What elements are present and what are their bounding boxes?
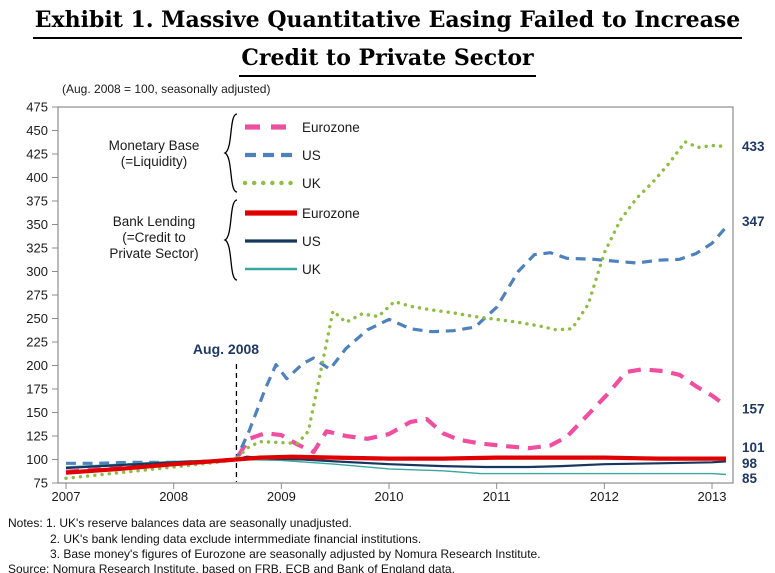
end-value-bl-eurozone: 101 <box>742 440 765 455</box>
series-line-mb-uk <box>64 140 728 480</box>
y-tick-label: 275 <box>26 288 48 303</box>
end-value-bl-us: 98 <box>742 456 758 471</box>
x-tick-label: 2008 <box>159 489 188 504</box>
legend-item-mb-us: US <box>243 141 360 169</box>
legend-group-label-line: Monetary Base <box>108 138 200 153</box>
page-title-line1: Exhibit 1. Massive Quantitative Easing F… <box>0 5 775 39</box>
x-tick-label: 2012 <box>590 489 619 504</box>
legend-group-label-bank-lending: Bank Lending (=Credit to Private Sector) <box>85 214 223 262</box>
y-tick-label: 225 <box>26 335 48 350</box>
legend-entries-bank-lending: Eurozone US UK <box>243 199 360 283</box>
y-tick-label: 175 <box>26 382 48 397</box>
y-tick-label: 425 <box>26 147 48 162</box>
x-tick-label: 2009 <box>267 489 296 504</box>
y-tick-label: 400 <box>26 170 48 185</box>
note-line: 2. UK's bank lending data exclude interm… <box>50 531 422 546</box>
mb-eurozone-swatch <box>245 124 297 130</box>
y-tick-label: 125 <box>26 429 48 444</box>
aug-2008-annotation: Aug. 2008 <box>192 341 260 357</box>
legend-item-mb-uk: UK <box>243 169 360 197</box>
legend-group-label-line: (=Liquidity) <box>120 154 188 169</box>
mb-uk-swatch <box>243 180 299 186</box>
y-tick-label: 300 <box>26 264 48 279</box>
note-line: Notes: 1. UK's reserve balances data are… <box>8 516 352 530</box>
x-tick-label: 2007 <box>52 489 81 504</box>
x-tick-label: 2010 <box>375 489 404 504</box>
bl-eurozone-swatch <box>245 210 297 216</box>
note-line: 3. Base money's figures of Eurozone are … <box>50 547 541 561</box>
y-tick-label: 150 <box>26 405 48 420</box>
brace-shape <box>223 199 238 281</box>
title-text-1: Exhibit 1. Massive Quantitative Easing F… <box>32 5 743 39</box>
y-tick-label: 350 <box>26 217 48 232</box>
legend-group-label-line: Bank Lending <box>112 214 196 229</box>
chart-notes: Notes: 1. UK's reserve balances data are… <box>8 516 541 563</box>
legend-item-bl-uk: UK <box>243 255 360 283</box>
legend-label: US <box>302 233 321 249</box>
y-tick-label: 325 <box>26 241 48 256</box>
bl-uk-swatch <box>245 267 297 271</box>
chart-subtitle: (Aug. 2008 = 100, seasonally adjusted) <box>62 82 271 96</box>
end-value-mb-uk: 433 <box>742 139 765 154</box>
legend-item-bl-eurozone: Eurozone <box>243 199 360 227</box>
mb-us-swatch <box>245 152 297 158</box>
brace-shape <box>223 113 238 193</box>
legend-item-bl-us: US <box>243 227 360 255</box>
end-value-bl-uk: 85 <box>742 471 758 486</box>
y-tick-label: 250 <box>26 311 48 326</box>
y-tick-label: 450 <box>26 123 48 138</box>
series-line-bl-eurozone <box>65 454 726 475</box>
legend-entries-monetary-base: Eurozone US UK <box>243 113 360 197</box>
legend-group-label-line: Private Sector) <box>109 246 199 261</box>
y-tick-label: 475 <box>26 100 48 115</box>
source-line: Source: Nomura Research Institute, based… <box>8 562 455 573</box>
series-line-mb-eurozone <box>65 367 728 474</box>
legend-label: Eurozone <box>302 205 360 221</box>
legend-label: UK <box>302 261 321 277</box>
legend-label: UK <box>302 175 321 191</box>
y-tick-label: 200 <box>26 358 48 373</box>
bl-us-swatch <box>245 239 297 243</box>
end-value-mb-us: 347 <box>742 214 765 229</box>
y-tick-label: 75 <box>34 476 48 491</box>
legend-group-label-line: (=Credit to <box>122 230 186 245</box>
x-tick-label: 2013 <box>698 489 727 504</box>
x-tick-label: 2011 <box>483 489 511 504</box>
end-value-mb-eurozone: 157 <box>742 401 765 416</box>
legend-group-label-monetary-base: Monetary Base (=Liquidity) <box>85 138 223 170</box>
title-text-2: Credit to Private Sector <box>239 43 536 77</box>
legend-label: US <box>302 147 321 163</box>
legend-item-mb-eurozone: Eurozone <box>243 113 360 141</box>
series-line-mb-us <box>66 226 728 465</box>
y-tick-label: 375 <box>26 194 48 209</box>
legend-label: Eurozone <box>302 119 360 135</box>
y-tick-label: 100 <box>26 452 48 467</box>
page-title-line2: Credit to Private Sector <box>0 43 775 77</box>
